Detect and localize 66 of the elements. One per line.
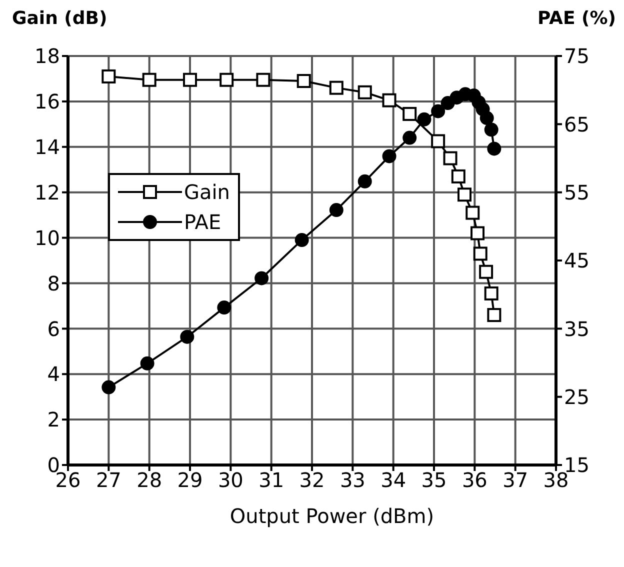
legend-label: Gain xyxy=(184,180,230,204)
x-tick-label: 34 xyxy=(380,468,406,492)
point xyxy=(183,72,197,87)
point xyxy=(358,174,372,188)
point xyxy=(431,134,446,148)
x-tick-label: 29 xyxy=(177,468,203,492)
legend-label: PAE xyxy=(184,210,222,234)
y2-tick-label: 45 xyxy=(564,248,590,273)
point xyxy=(487,142,502,156)
y-axis-title: Gain (dB) xyxy=(12,8,108,31)
x-tick-label: 32 xyxy=(299,468,325,492)
point xyxy=(402,106,417,121)
point xyxy=(102,69,116,84)
y-tick-label: 2 xyxy=(47,408,60,432)
point xyxy=(484,286,498,300)
y-tick-label: 6 xyxy=(47,316,60,341)
point xyxy=(180,330,194,344)
y2-axis-title: PAE (%) xyxy=(537,8,616,31)
point xyxy=(443,151,458,166)
x-tick-label: 37 xyxy=(502,468,528,492)
x-tick-label: 35 xyxy=(421,468,447,492)
x-tick-label: 31 xyxy=(258,468,284,492)
point xyxy=(402,130,417,145)
y-tick-label: 12 xyxy=(34,180,60,204)
point xyxy=(487,308,502,322)
point xyxy=(466,206,480,220)
y-tick-label: 14 xyxy=(34,134,60,159)
y-tick-label: 8 xyxy=(47,271,60,296)
point xyxy=(220,72,234,87)
point xyxy=(417,112,432,126)
point xyxy=(470,226,485,240)
y2-tick-label: 75 xyxy=(564,44,590,68)
point xyxy=(382,149,396,164)
x-tick-label: 36 xyxy=(462,468,488,492)
y-tick-label: 4 xyxy=(47,362,60,386)
x-tick-label: 28 xyxy=(136,468,162,492)
y2-tick-label: 55 xyxy=(564,180,590,204)
x-tick-label: 27 xyxy=(96,468,122,492)
point xyxy=(484,122,498,137)
point xyxy=(254,271,269,286)
point xyxy=(458,188,472,202)
point xyxy=(329,80,344,95)
point xyxy=(102,380,116,394)
y-tick-label: 16 xyxy=(34,90,60,114)
point xyxy=(217,300,232,315)
point xyxy=(479,264,494,279)
y-tick-label: 18 xyxy=(34,44,60,68)
y2-tick-label: 65 xyxy=(564,112,590,136)
point xyxy=(329,203,344,218)
point xyxy=(358,85,372,100)
y-tick-label: 10 xyxy=(34,226,60,250)
point xyxy=(480,111,494,126)
point xyxy=(451,169,466,184)
x-tick-label: 30 xyxy=(218,468,244,492)
point xyxy=(382,93,396,108)
point xyxy=(142,72,156,87)
point xyxy=(140,356,154,370)
x-tick-label: 33 xyxy=(340,468,366,492)
point xyxy=(431,104,446,118)
point xyxy=(256,72,270,87)
point xyxy=(294,233,309,248)
x-axis-title: Output Power (dBm) xyxy=(228,504,436,528)
y2-tick-label: 35 xyxy=(564,316,590,341)
point xyxy=(296,74,311,88)
point xyxy=(473,246,488,261)
y2-tick-label: 25 xyxy=(564,384,590,409)
